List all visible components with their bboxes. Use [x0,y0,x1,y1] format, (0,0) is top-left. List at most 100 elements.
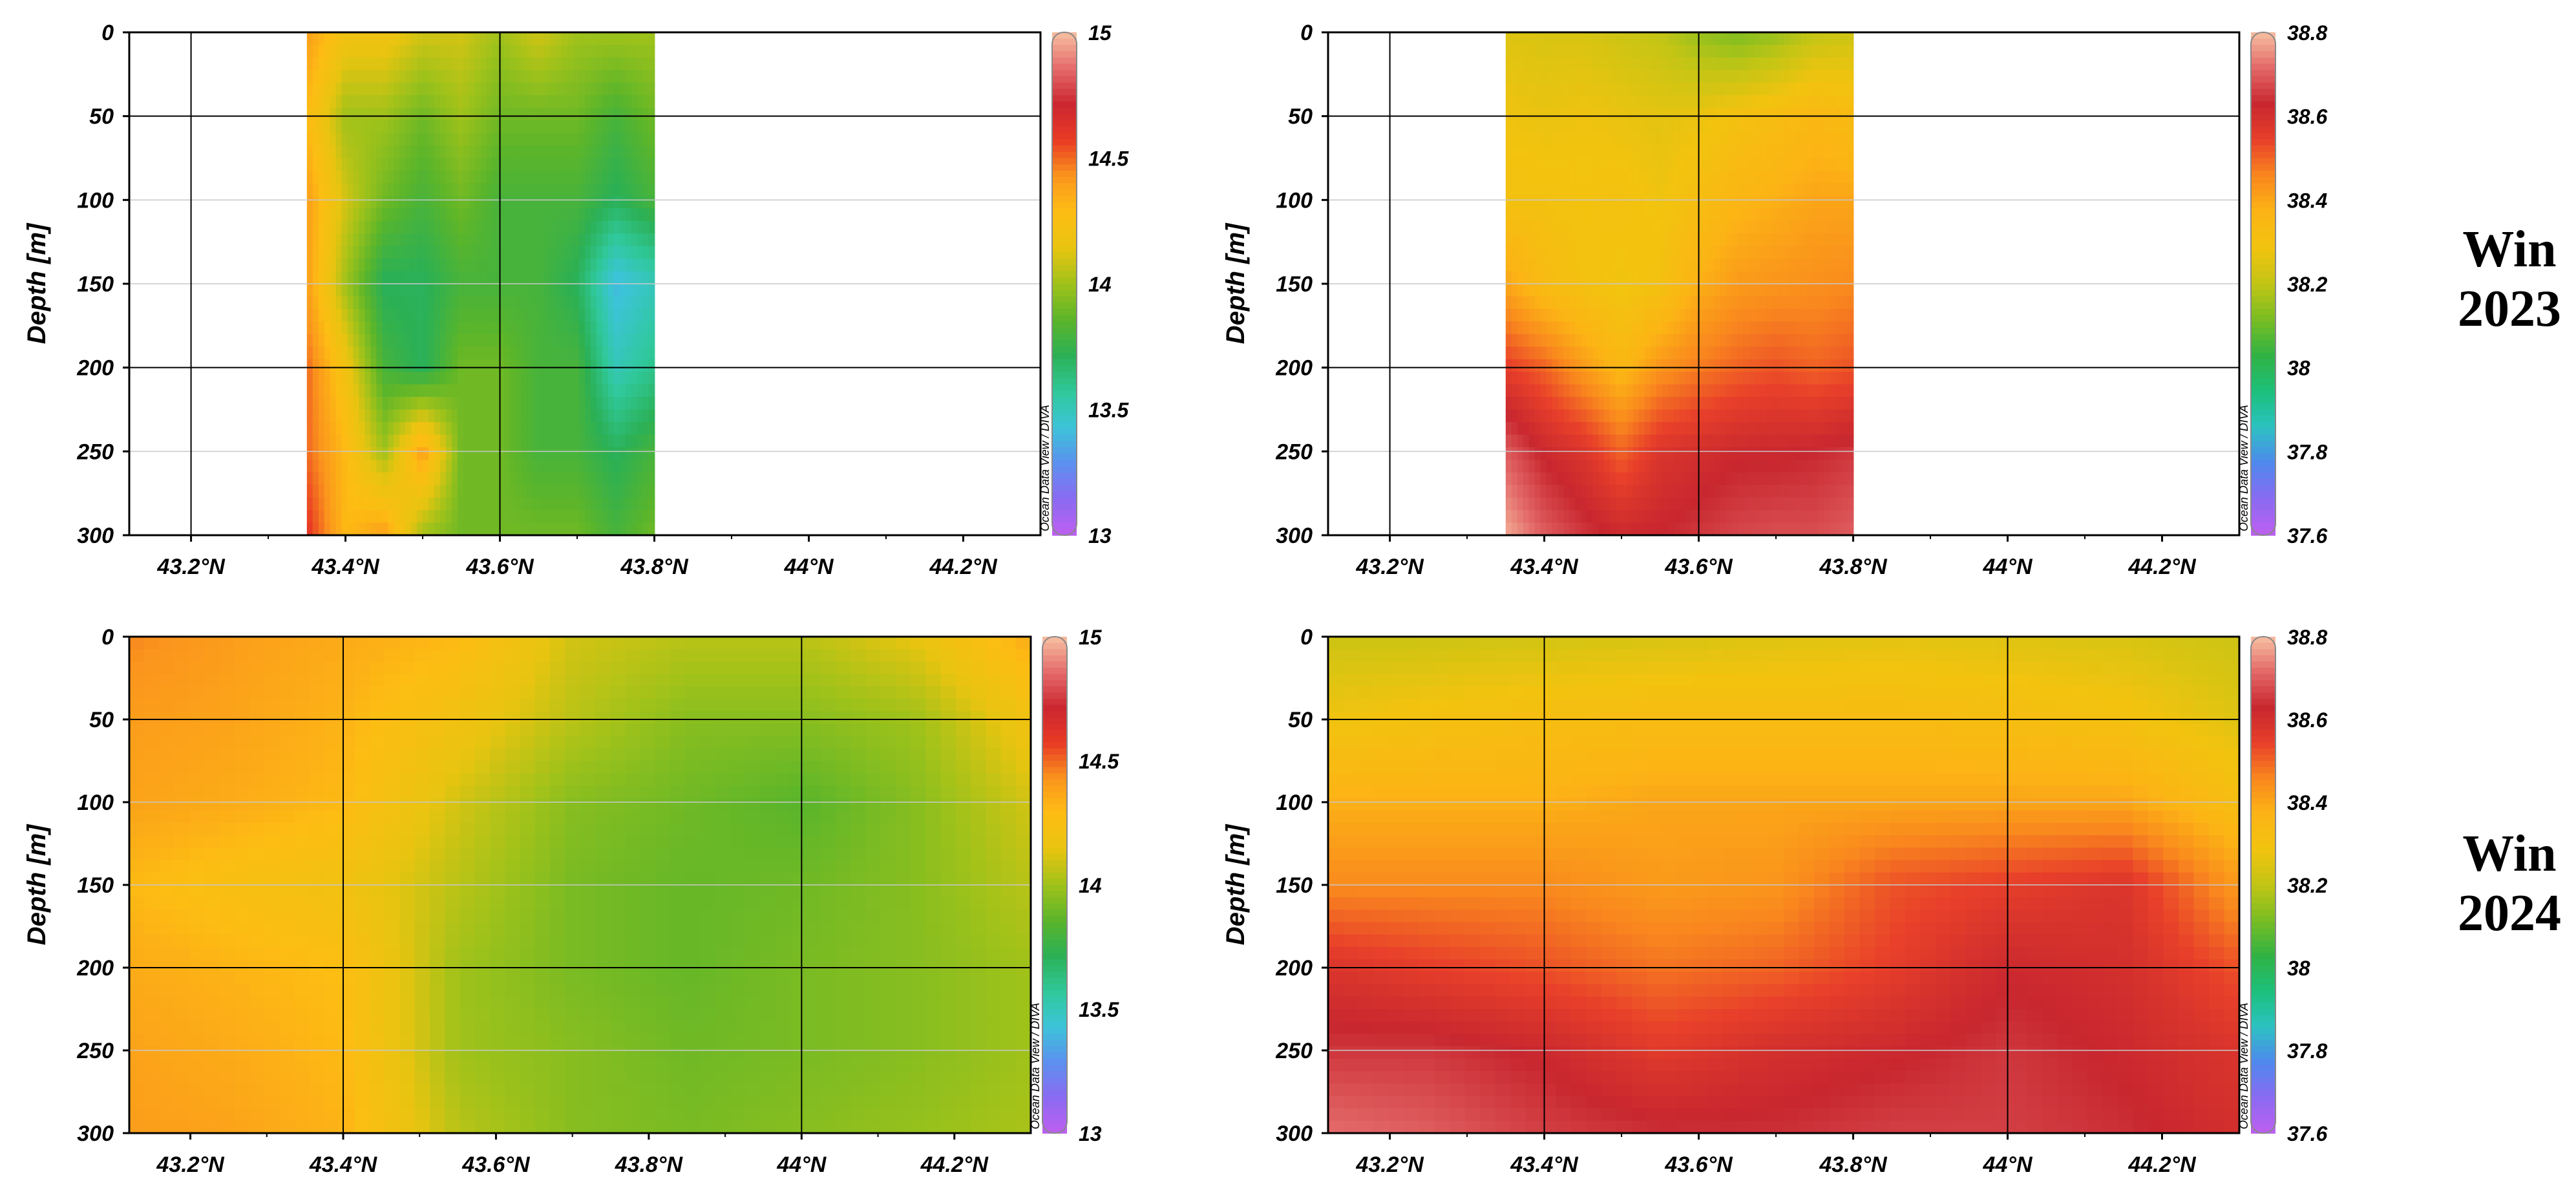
field-cell [324,82,331,96]
field-cell [1592,57,1599,71]
field-cell [1627,45,1634,58]
field-cell [1528,321,1536,335]
field-cell [556,220,563,235]
field-cell [341,95,348,109]
field-cell [1511,346,1518,360]
field-cell [515,195,522,209]
field-cell [1789,133,1796,146]
field-cell [1784,359,1790,373]
field-cell [590,497,597,511]
field-cell [1679,334,1686,348]
field-cell [1824,409,1831,423]
field-cell [382,145,389,159]
field-cell [451,346,458,360]
field-cell [318,296,325,310]
field-cell [1847,384,1854,398]
field-cell [573,145,580,159]
field-cell [550,421,557,436]
field-cell [1517,497,1524,511]
field-cell [579,32,586,46]
field-cell [515,45,522,58]
field-cell [324,246,331,259]
field-cell [562,208,569,222]
field-cell [306,82,313,96]
field-cell [1650,321,1657,335]
field-cell [1708,220,1715,235]
field-cell [1534,120,1541,134]
field-cell [1673,409,1680,423]
field-cell [590,45,597,58]
field-cell [1841,359,1848,373]
field-cell [1598,421,1605,436]
field-cell [434,434,441,448]
field-cell [1581,183,1588,197]
field-cell [533,82,540,96]
field-cell [515,296,522,310]
field-cell [330,397,337,410]
field-cell [457,397,464,410]
field-cell [1784,409,1790,423]
field-cell [538,472,545,486]
field-cell [353,497,360,511]
field-cell [562,233,569,247]
field-cell [1598,460,1605,473]
field-cell [1726,372,1733,385]
field-cell [335,447,343,461]
field-cell [1679,296,1686,310]
field-cell [1656,522,1663,536]
field-cell [1784,70,1790,83]
field-cell [324,195,331,209]
field-cell [1592,447,1599,461]
field-cell [503,334,511,348]
field-cell [1540,485,1547,498]
field-cell [1632,158,1640,171]
field-cell [469,334,476,348]
field-cell [1575,460,1582,473]
field-cell [1517,183,1524,197]
field-cell [1766,107,1773,122]
field-cell [1726,208,1733,222]
field-cell [1784,120,1790,134]
field-cell [596,522,603,536]
field-cell [1708,334,1715,348]
field-cell [306,158,313,171]
field-cell [1650,346,1657,360]
field-cell [498,271,505,284]
field-cell [1772,45,1779,58]
field-cell [573,208,580,222]
field-cell [469,271,476,284]
field-cell [1598,82,1605,96]
field-cell [353,246,360,259]
field-cell [1610,397,1616,410]
field-cell [1772,497,1779,511]
field-cell [642,271,649,284]
field-cell [1575,271,1582,284]
field-cell [382,107,389,122]
field-cell [318,384,325,398]
field-cell [579,460,586,473]
field-cell [382,57,389,71]
field-cell [562,57,569,71]
colorbar-segment [1052,189,1077,197]
field-cell [469,384,476,398]
field-cell [439,384,447,398]
field-cell [1552,120,1559,134]
field-cell [376,334,383,348]
field-cell [1760,133,1768,146]
field-cell [1523,70,1530,83]
field-cell [1784,296,1790,310]
field-cell [527,397,534,410]
field-cell [1528,246,1536,259]
field-cell [1847,170,1854,184]
field-cell [388,170,395,184]
field-cell [1563,32,1570,46]
field-cell [1505,233,1512,247]
field-cell [341,308,348,323]
field-cell [1598,308,1605,323]
field-cell [533,460,540,473]
field-cell [394,447,401,461]
field-cell [1714,195,1721,209]
field-cell [613,195,620,209]
field-cell [376,372,383,385]
